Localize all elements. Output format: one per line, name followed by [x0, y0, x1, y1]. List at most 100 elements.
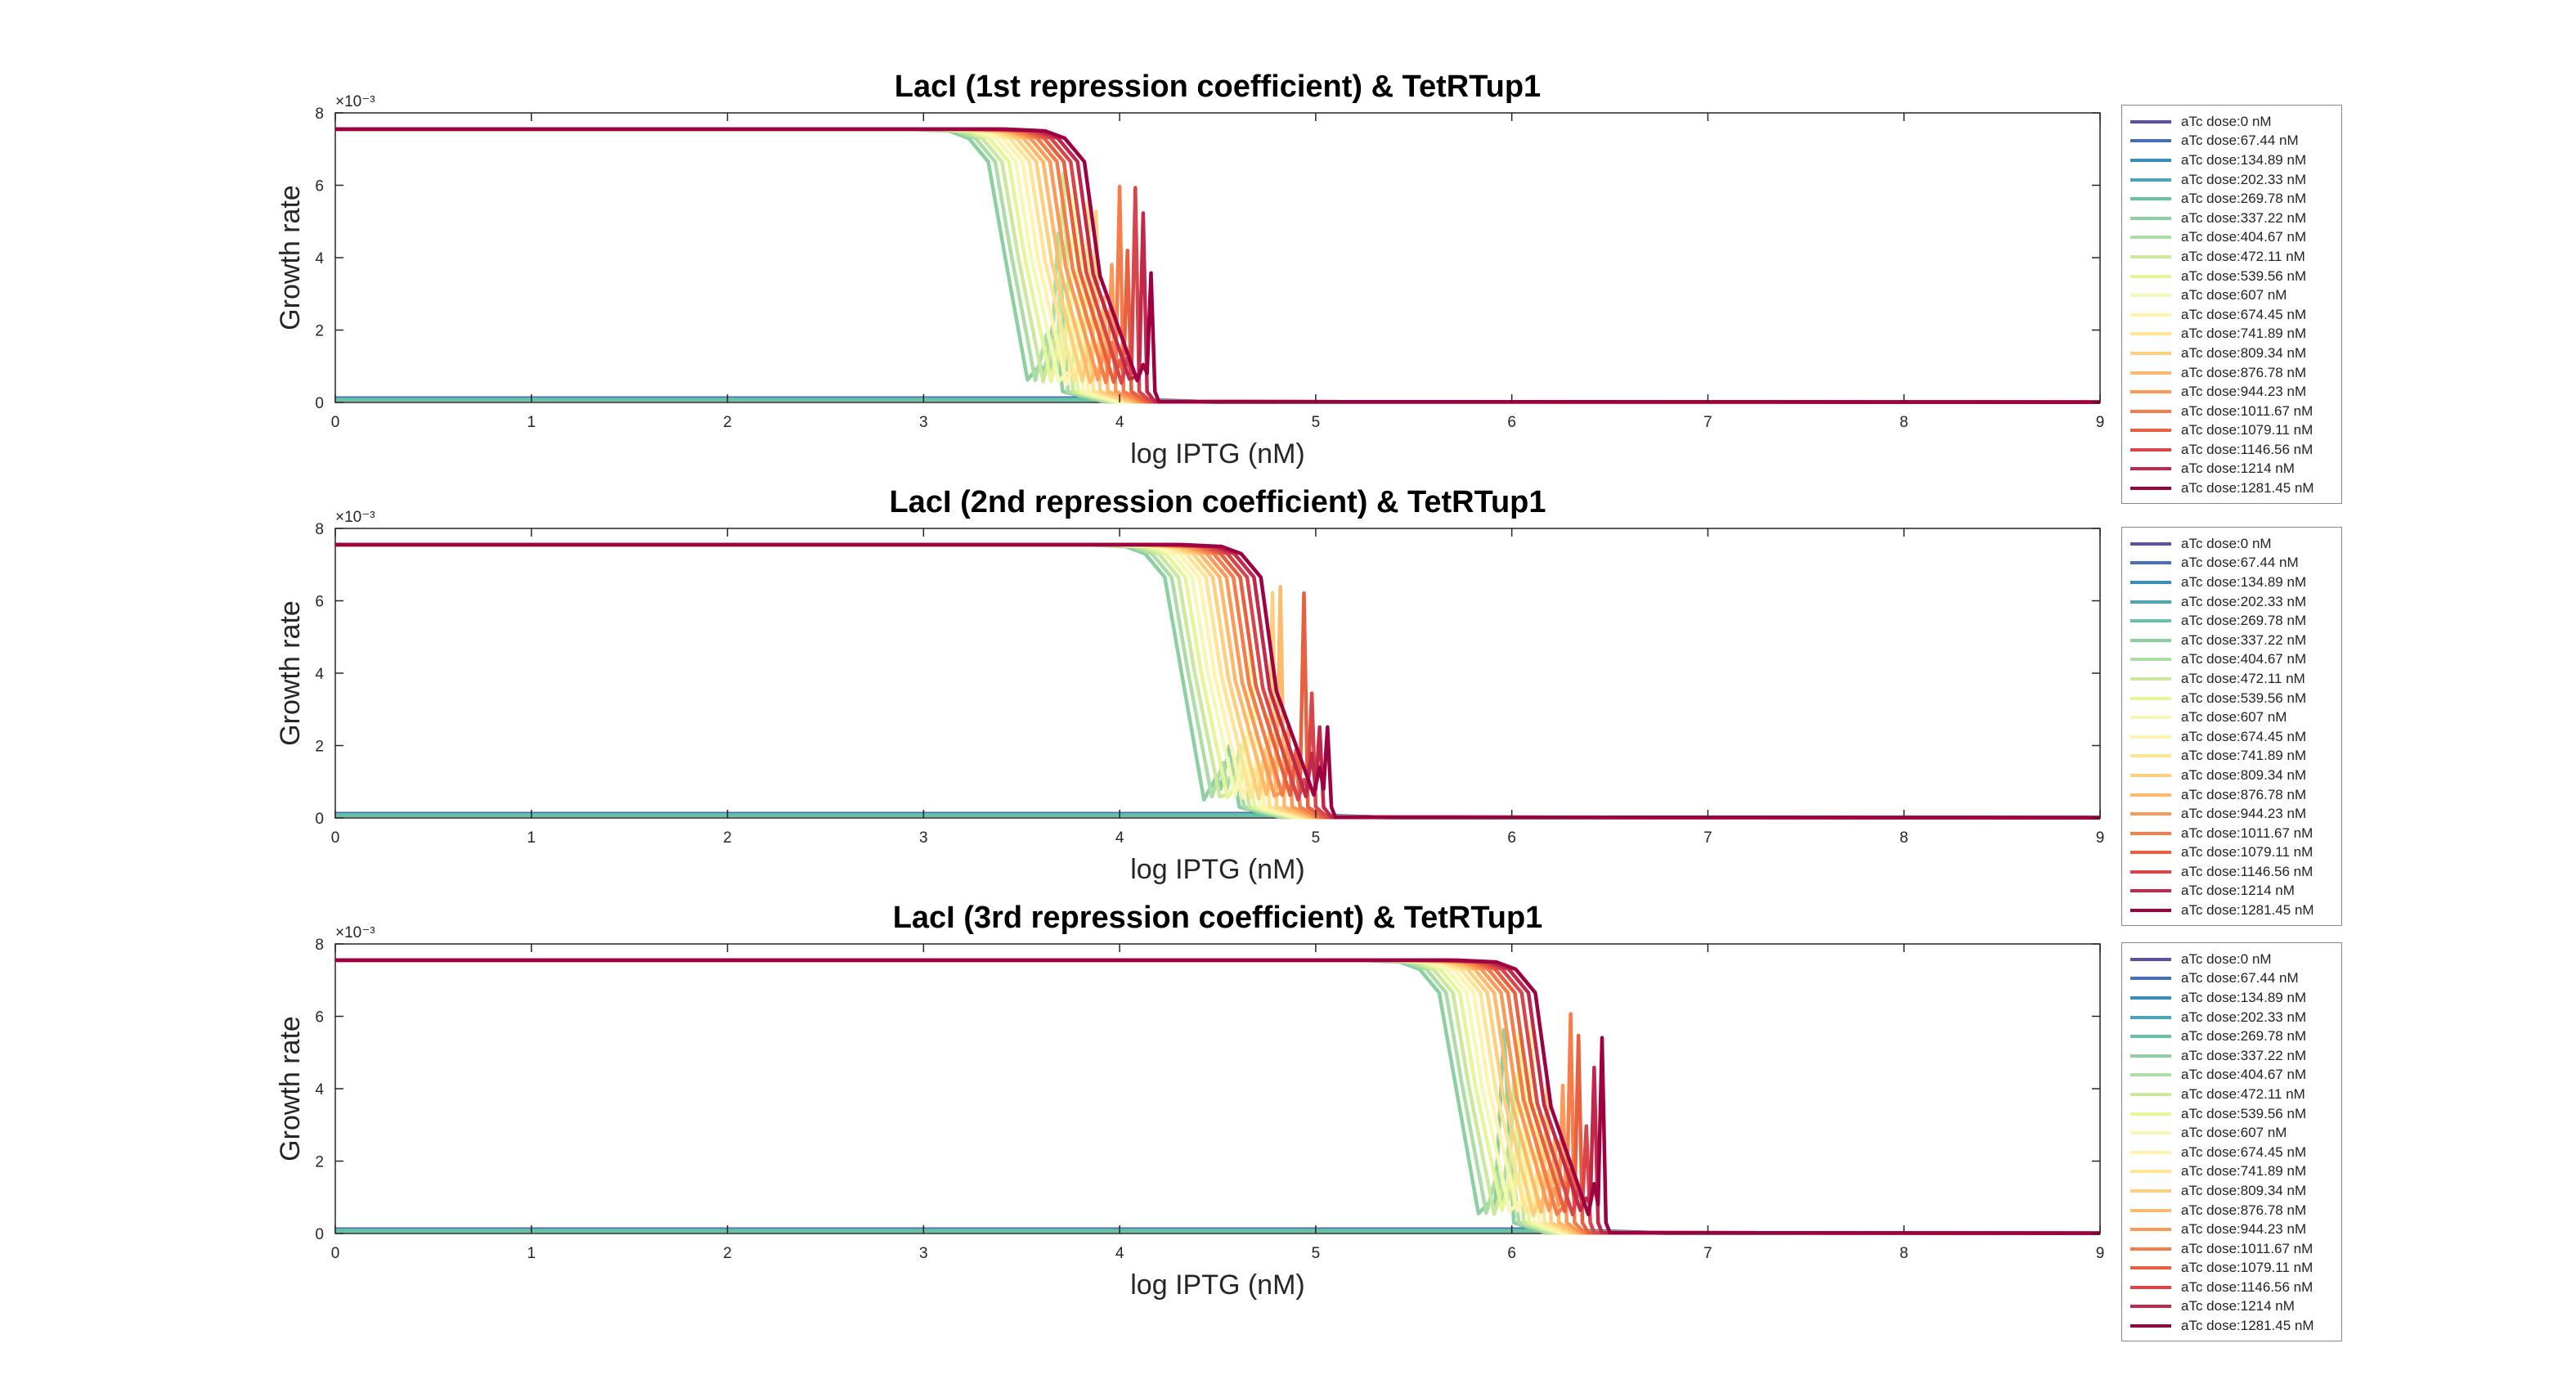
series-line-11	[335, 958, 2101, 1235]
legend-item: aTc dose:741.89 nM	[2130, 1162, 2333, 1182]
series-line-10	[335, 958, 2101, 1235]
legend-item: aTc dose:269.78 nM	[2130, 1027, 2333, 1046]
legend-label: aTc dose:607 nM	[2181, 1125, 2287, 1141]
series-line-14	[335, 127, 2101, 404]
legend-label: aTc dose:809.34 nM	[2181, 766, 2307, 783]
legend-label: aTc dose:1011.67 nM	[2181, 1240, 2313, 1256]
legend-label: aTc dose:134.89 nM	[2181, 989, 2307, 1005]
chart-title: LacI (1st repression coefficient) & TetR…	[895, 70, 1541, 104]
legend-swatch	[2130, 909, 2171, 913]
legend-swatch	[2130, 312, 2171, 317]
legend-swatch	[2130, 812, 2171, 816]
legend-item: aTc dose:1146.56 nM	[2130, 440, 2333, 460]
legend-swatch	[2130, 1228, 2171, 1232]
y-exponent-label: ×10⁻³	[335, 924, 375, 941]
legend-item: aTc dose:1011.67 nM	[2130, 1239, 2333, 1259]
legend-label: aTc dose:337.22 nM	[2181, 1047, 2307, 1063]
x-tick-label: 0	[331, 414, 340, 431]
x-tick-label: 4	[1115, 414, 1124, 431]
legend-item: aTc dose:674.45 nM	[2130, 1143, 2333, 1162]
legend-swatch	[2130, 139, 2171, 143]
legend-label: aTc dose:674.45 nM	[2181, 306, 2307, 322]
legend-swatch	[2130, 773, 2171, 777]
legend-item: aTc dose:944.23 nM	[2130, 804, 2333, 824]
legend-swatch	[2130, 1150, 2171, 1154]
legend-swatch	[2130, 869, 2171, 874]
x-tick-label: 2	[723, 414, 732, 431]
legend-item: aTc dose:472.11 nM	[2130, 247, 2333, 267]
legend-swatch	[2130, 1015, 2171, 1019]
legend-item: aTc dose:876.78 nM	[2130, 1201, 2333, 1220]
legend-item: aTc dose:1011.67 nM	[2130, 402, 2333, 421]
y-axis-label: Growth rate	[275, 1016, 306, 1162]
y-tick-label: 6	[315, 594, 324, 611]
legend-swatch	[2130, 735, 2171, 739]
series-line-19	[335, 127, 2101, 404]
legend-swatch	[2130, 158, 2171, 162]
legend-label: aTc dose:1281.45 nM	[2181, 480, 2314, 497]
legend-item: aTc dose:269.78 nM	[2130, 611, 2333, 631]
legend-swatch	[2130, 793, 2171, 797]
y-tick-label: 2	[315, 1154, 324, 1171]
series-line-7	[335, 127, 2101, 404]
y-axis-label: Growth rate	[275, 185, 306, 330]
legend-item: aTc dose:1214 nM	[2130, 1297, 2333, 1317]
series-line-13	[335, 958, 2101, 1235]
legend-item: aTc dose:67.44 nM	[2130, 969, 2333, 989]
legend-swatch	[2130, 119, 2171, 124]
legend-label: aTc dose:67.44 nM	[2181, 133, 2299, 149]
y-tick-label: 6	[315, 1009, 324, 1027]
x-tick-label: 3	[919, 414, 928, 431]
legend-item: aTc dose:539.56 nM	[2130, 267, 2333, 286]
series-group	[335, 127, 2101, 404]
legend-label: aTc dose:202.33 nM	[2181, 1009, 2307, 1025]
legend-swatch	[2130, 236, 2171, 240]
legend-item: aTc dose:1079.11 nM	[2130, 421, 2333, 441]
series-line-6	[335, 127, 2101, 404]
legend-label: aTc dose:607 nM	[2181, 287, 2287, 303]
x-tick-label: 4	[1115, 1245, 1124, 1262]
x-axis-label: log IPTG (nM)	[1130, 1269, 1304, 1301]
legend-3: aTc dose:0 nM aTc dose:67.44 nM aTc dose:1…	[2121, 942, 2342, 1341]
legend-item: aTc dose:67.44 nM	[2130, 554, 2333, 573]
legend-item: aTc dose:404.67 nM	[2130, 650, 2333, 670]
legend-swatch	[2130, 332, 2171, 336]
legend-swatch	[2130, 851, 2171, 855]
y-exponent-label: ×10⁻³	[335, 93, 375, 110]
legend-label: aTc dose:1146.56 nM	[2181, 863, 2313, 879]
series-line-20	[335, 127, 2101, 404]
legend-label: aTc dose:1146.56 nM	[2181, 1278, 2313, 1295]
series-line-17	[335, 958, 2101, 1235]
legend-swatch	[2130, 619, 2171, 623]
x-tick-label: 6	[1507, 414, 1516, 431]
legend-label: aTc dose:337.22 nM	[2181, 631, 2307, 648]
legend-label: aTc dose:607 nM	[2181, 709, 2287, 726]
legend-swatch	[2130, 351, 2171, 355]
x-tick-label: 5	[1312, 414, 1321, 431]
legend-label: aTc dose:269.78 nM	[2181, 613, 2307, 629]
legend-swatch	[2130, 1092, 2171, 1096]
legend-item: aTc dose:1146.56 nM	[2130, 1278, 2333, 1297]
legend-label: aTc dose:1214 nM	[2181, 461, 2295, 477]
legend-item: aTc dose:134.89 nM	[2130, 573, 2333, 592]
legend-swatch	[2130, 977, 2171, 981]
legend-label: aTc dose:944.23 nM	[2181, 384, 2307, 400]
legend-label: aTc dose:1281.45 nM	[2181, 1318, 2314, 1334]
series-line-18	[335, 958, 2101, 1235]
legend-swatch	[2130, 429, 2171, 433]
series-line-7	[335, 958, 2101, 1235]
legend-label: aTc dose:404.67 nM	[2181, 229, 2307, 245]
series-line-15	[335, 127, 2101, 404]
y-axis-label: Growth rate	[275, 600, 306, 746]
legend-swatch	[2130, 889, 2171, 893]
x-tick-label: 6	[1507, 829, 1516, 847]
x-tick-label: 5	[1312, 1245, 1321, 1262]
legend-swatch	[2130, 1131, 2171, 1135]
legend-swatch	[2130, 1266, 2171, 1270]
chart-panel-3: 0 1 2 3 4 5 6 7 8 9 0 2 4 6 8 ×10⁻³ LacI (3rd repression…	[275, 901, 2104, 1301]
legend-swatch	[2130, 676, 2171, 681]
y-tick-label: 8	[315, 937, 324, 954]
legend-item: aTc dose:1079.11 nM	[2130, 1259, 2333, 1278]
y-tick-label: 0	[315, 1226, 324, 1243]
legend-item: aTc dose:809.34 nM	[2130, 1181, 2333, 1201]
